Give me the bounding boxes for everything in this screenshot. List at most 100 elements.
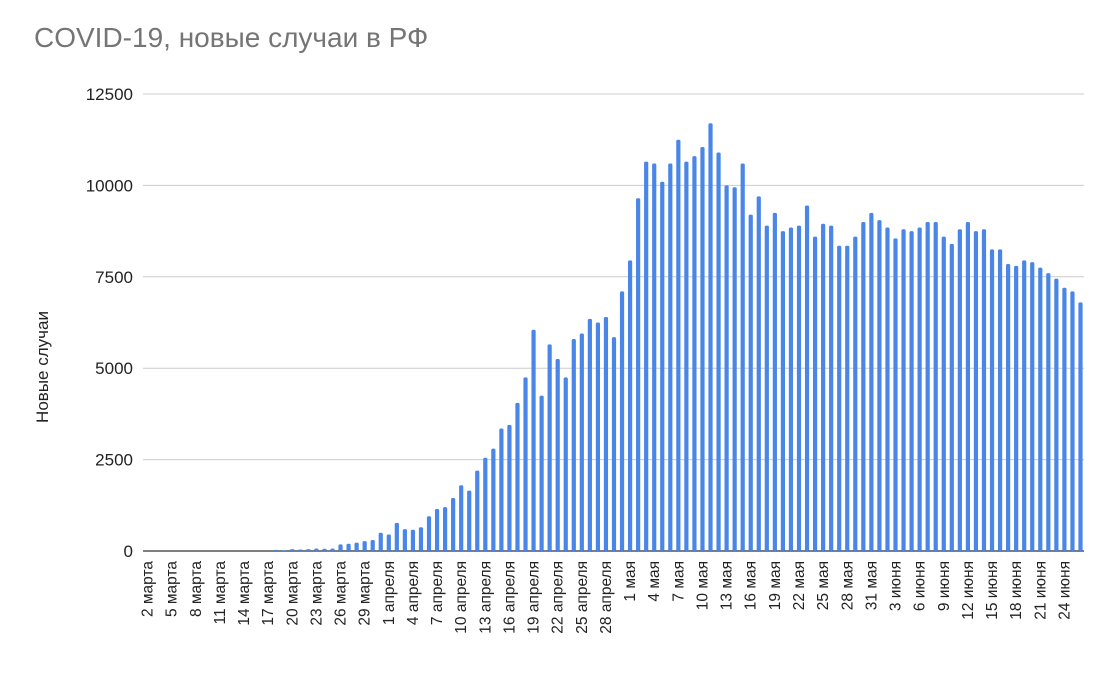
bar xyxy=(981,229,987,551)
bar xyxy=(442,507,448,551)
x-tick-label: 21 июня xyxy=(1032,561,1049,620)
y-tick-label: 7500 xyxy=(95,268,133,287)
y-tick-label: 10000 xyxy=(86,176,133,195)
bar xyxy=(829,225,834,551)
bar xyxy=(821,223,826,551)
bar xyxy=(338,544,343,551)
x-tick-label: 28 апреля xyxy=(598,561,615,634)
bar xyxy=(989,249,995,551)
x-tick-label: 15 июня xyxy=(984,561,1001,620)
x-tick-label: 20 марта xyxy=(284,561,301,626)
bar xyxy=(306,549,311,551)
bar xyxy=(740,163,745,552)
bar xyxy=(652,163,657,552)
bar xyxy=(764,225,769,551)
x-tick-label: 19 мая xyxy=(767,561,784,610)
bar xyxy=(748,214,753,551)
bar xyxy=(523,377,528,551)
x-tick-label: 1 мая xyxy=(622,561,639,602)
x-tick-label: 5 марта xyxy=(164,561,181,617)
bar xyxy=(282,550,287,551)
bar xyxy=(418,527,424,551)
x-tick-label: 6 июня xyxy=(912,561,929,611)
bar xyxy=(957,229,962,551)
y-tick-label: 12500 xyxy=(86,85,133,104)
bar xyxy=(796,225,802,551)
bar xyxy=(434,508,440,551)
bar xyxy=(925,221,930,551)
bar xyxy=(668,163,673,552)
x-tick-label: 22 апреля xyxy=(550,561,567,634)
x-tick-label: 10 мая xyxy=(694,561,711,610)
bar xyxy=(1046,273,1051,551)
x-tick-label: 13 мая xyxy=(719,561,736,610)
bar xyxy=(563,377,568,551)
bar xyxy=(587,318,592,551)
x-tick-label: 31 мая xyxy=(863,561,880,610)
x-tick-label: 25 мая xyxy=(815,561,832,610)
y-axis-label: Новые случаи xyxy=(33,311,52,423)
bar xyxy=(877,220,882,551)
bar xyxy=(941,236,946,552)
bar xyxy=(933,221,938,551)
bar xyxy=(1022,260,1027,551)
bar xyxy=(949,243,954,551)
bar xyxy=(1038,267,1043,551)
bar xyxy=(451,497,456,551)
bar xyxy=(917,227,922,551)
bar xyxy=(845,245,850,551)
bar xyxy=(394,522,399,551)
bars xyxy=(274,123,1083,552)
bar xyxy=(965,221,970,551)
bar xyxy=(1054,278,1059,551)
x-tick-label: 22 мая xyxy=(791,561,808,610)
bar xyxy=(322,548,327,551)
bar xyxy=(499,428,504,551)
bar xyxy=(298,549,303,551)
bar xyxy=(885,227,890,551)
bar xyxy=(531,329,536,551)
x-tick-label: 16 апреля xyxy=(501,561,518,634)
bar xyxy=(1030,262,1035,551)
x-tick-label: 29 марта xyxy=(357,561,374,626)
x-tick-label: 24 июня xyxy=(1056,561,1073,620)
bar xyxy=(756,196,761,552)
bar xyxy=(1062,287,1067,551)
bar xyxy=(732,187,737,551)
bar xyxy=(1014,265,1019,551)
y-axis-ticks: 0 2500 5000 7500 10000 12500 xyxy=(86,85,133,561)
bar xyxy=(973,231,979,551)
bar xyxy=(346,543,351,551)
x-tick-label: 28 мая xyxy=(839,561,856,610)
x-tick-label: 8 марта xyxy=(188,561,205,617)
bar xyxy=(402,529,407,551)
bar xyxy=(603,317,609,551)
bar xyxy=(378,532,383,551)
bar xyxy=(853,236,858,552)
x-tick-label: 23 марта xyxy=(308,561,325,626)
bar xyxy=(780,231,786,551)
bar xyxy=(595,322,601,551)
chart-title: COVID-19, новые случаи в РФ xyxy=(34,22,429,53)
bar xyxy=(716,152,721,551)
x-tick-label: 25 апреля xyxy=(574,561,591,634)
y-tick-label: 2500 xyxy=(95,451,133,470)
bar xyxy=(370,540,375,551)
bar xyxy=(997,249,1003,551)
x-tick-label: 26 марта xyxy=(333,561,350,626)
bar xyxy=(644,161,649,552)
x-tick-label: 2 марта xyxy=(140,561,157,617)
x-tick-label: 14 марта xyxy=(236,561,253,626)
bar xyxy=(475,470,480,551)
bar xyxy=(515,402,520,551)
bar xyxy=(354,542,359,551)
bar xyxy=(386,534,391,551)
bar xyxy=(555,359,560,551)
bar xyxy=(708,123,713,552)
bar xyxy=(483,457,488,551)
bar xyxy=(684,161,689,552)
bar xyxy=(507,424,512,551)
bar xyxy=(491,448,496,551)
bar xyxy=(362,541,367,551)
